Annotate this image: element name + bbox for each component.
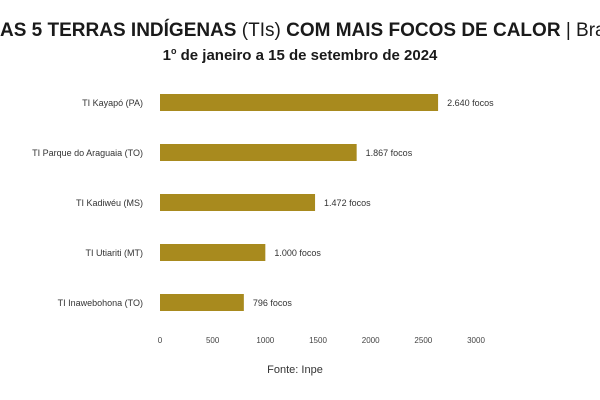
x-tick-label: 0 xyxy=(158,336,163,345)
subtitle-range: de janeiro a 15 de setembro de 2024 xyxy=(176,47,438,64)
subtitle-ordinal: o xyxy=(170,46,177,56)
bar xyxy=(160,144,357,161)
x-tick-label: 500 xyxy=(206,336,220,345)
subtitle-day: 1 xyxy=(162,47,171,64)
bar xyxy=(160,244,266,261)
data-label: 1.867 focos xyxy=(366,148,413,158)
chart-title: AS 5 TERRAS INDÍGENAS (TIs) COM MAIS FOC… xyxy=(0,20,600,42)
data-label: 796 focos xyxy=(253,298,293,308)
data-label: 2.640 focos xyxy=(447,98,494,108)
category-label: TI Utiariti (MT) xyxy=(86,248,144,258)
x-tick-label: 3000 xyxy=(467,336,485,345)
title-part-4: | Brasil xyxy=(565,20,600,41)
data-label: 1.000 focos xyxy=(274,248,321,258)
x-tick-label: 2500 xyxy=(414,336,432,345)
title-part-3: COM MAIS FOCOS DE CALOR xyxy=(286,20,561,41)
bar xyxy=(160,294,244,311)
category-label: TI Kayapó (PA) xyxy=(82,98,143,108)
category-label: TI Inawebohona (TO) xyxy=(58,298,143,308)
category-label: TI Parque do Araguaia (TO) xyxy=(32,148,143,158)
bar xyxy=(160,194,316,211)
x-tick-label: 1000 xyxy=(256,336,274,345)
title-part-1: AS 5 TERRAS INDÍGENAS xyxy=(0,20,237,41)
x-tick-label: 1500 xyxy=(309,336,327,345)
title-part-2: (TIs) xyxy=(241,20,281,41)
data-label: 1.472 focos xyxy=(324,198,371,208)
source-note: Fonte: Inpe xyxy=(267,364,323,376)
chart-subtitle: 1o de janeiro a 15 de setembro de 2024 xyxy=(0,46,600,64)
x-tick-label: 2000 xyxy=(362,336,380,345)
bar xyxy=(160,94,439,111)
category-label: TI Kadiwéu (MS) xyxy=(76,198,143,208)
